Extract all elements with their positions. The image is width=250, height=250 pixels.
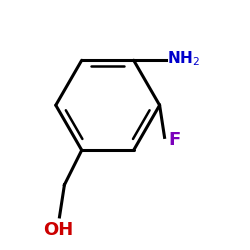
Text: F: F (168, 131, 180, 149)
Text: NH$_2$: NH$_2$ (167, 50, 200, 68)
Text: OH: OH (43, 221, 74, 239)
